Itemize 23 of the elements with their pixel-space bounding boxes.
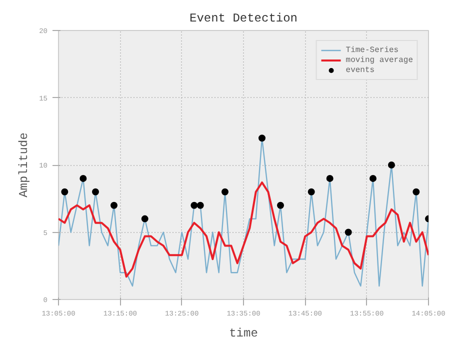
point <box>141 215 148 222</box>
point <box>370 174 376 182</box>
point <box>190 202 198 209</box>
y-axis-title: Amplitude <box>17 132 32 198</box>
legend-label: events <box>346 65 375 75</box>
line-series <box>58 181 428 278</box>
point <box>258 134 266 142</box>
point <box>388 162 395 168</box>
point <box>412 188 420 196</box>
legend-label: Time-Series <box>346 45 399 55</box>
point <box>80 174 87 182</box>
x-axis-title: time <box>229 326 258 340</box>
point <box>61 188 68 196</box>
point <box>326 174 334 182</box>
point <box>222 188 228 196</box>
chart-title: Event Detection <box>189 12 298 26</box>
point <box>277 202 284 209</box>
point <box>344 228 352 236</box>
point <box>110 202 118 209</box>
point <box>92 188 99 196</box>
legend-label: moving average <box>346 55 413 65</box>
point <box>196 202 204 209</box>
point <box>308 188 315 196</box>
